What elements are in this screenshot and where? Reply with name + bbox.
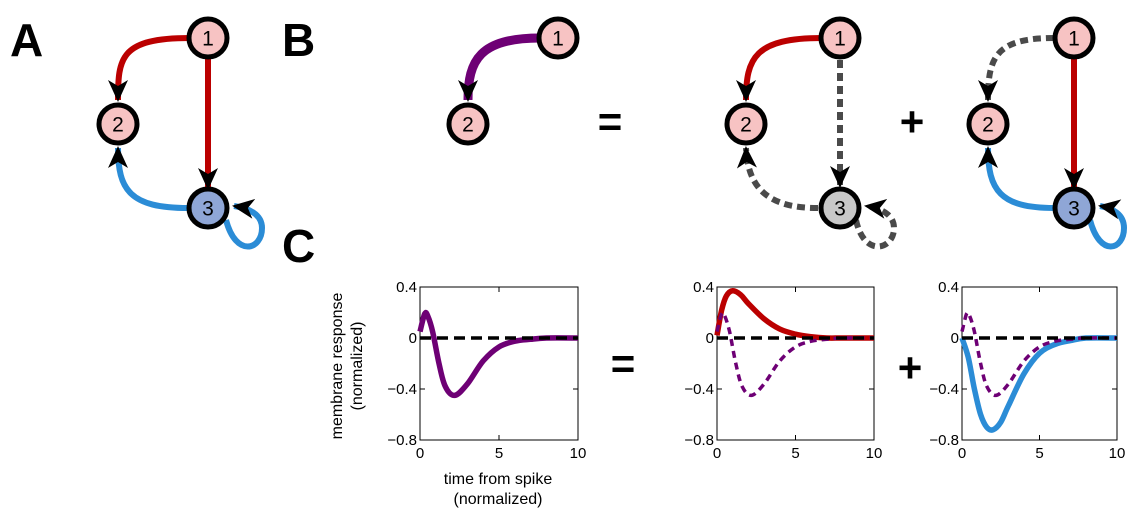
node-1-label: 1 (1068, 28, 1080, 51)
x-tick-label: 0 (713, 445, 721, 462)
edge-3-self (223, 198, 266, 250)
y-axis-title-line1: membrane response (329, 293, 346, 440)
node-1: 1 (1052, 16, 1096, 60)
y-tick-label: −0.4 (929, 381, 959, 398)
y-tick-label: −0.8 (929, 432, 959, 449)
y-tick-label: 0 (706, 330, 714, 347)
equals-sign-b: = (598, 98, 623, 145)
plus-sign-b: + (900, 98, 925, 145)
plot-frame (716, 286, 875, 441)
x-tick-label: 10 (570, 445, 587, 462)
edge-3-self-inactive (853, 198, 898, 250)
x-tick-label: 0 (416, 445, 424, 462)
response-plot-2: 0 5 10 0.4 0 −0.4 −0.8 (684, 279, 882, 462)
y-axis-title-line2: (normalized) (349, 322, 366, 411)
plot-frame (961, 286, 1118, 441)
panel-label-b: B (282, 14, 315, 66)
node-2: 2 (966, 102, 1010, 146)
node-2: 2 (96, 102, 140, 146)
y-tick-label: −0.4 (684, 381, 714, 398)
node-2-label: 2 (982, 114, 994, 137)
edge-3-to-2-inactive (736, 146, 819, 211)
node-3-label: 3 (202, 198, 214, 221)
y-tick-label: −0.8 (684, 432, 714, 449)
node-1: 1 (536, 16, 580, 60)
node-2: 2 (446, 102, 490, 146)
plot-frame (419, 286, 579, 441)
panel-label-c: C (282, 220, 315, 272)
node-1-label: 1 (552, 28, 564, 51)
node-3: 3 (1052, 186, 1096, 230)
panel-label-a: A (10, 14, 43, 66)
edge-1-to-2-inactive (978, 35, 1055, 102)
response-plot-1: 0 5 10 0.4 0 −0.4 −0.8 (387, 279, 586, 462)
y-tick-label: 0 (409, 330, 417, 347)
x-axis-title-line2: (normalized) (454, 491, 543, 508)
x-tick-label: 0 (958, 445, 966, 462)
network-b-indirect: 1 2 3 (966, 16, 1128, 250)
y-tick-label: 0.4 (396, 279, 417, 296)
y-tick-label: −0.8 (387, 432, 417, 449)
plus-sign-c: + (898, 344, 923, 391)
node-1-label: 1 (834, 28, 846, 51)
node-1: 1 (818, 16, 862, 60)
node-2: 2 (724, 102, 768, 146)
network-a: 1 2 3 (96, 16, 266, 250)
node-3-label: 3 (834, 198, 846, 221)
node-2-label: 2 (740, 114, 752, 137)
network-b-total: 1 2 (446, 16, 580, 146)
y-tick-label: 0.4 (693, 279, 714, 296)
plots: 0 5 100.40−0.4−0.80 5 100.40−0.4−0.80 5 100.40… (387, 279, 1125, 462)
node-3: 3 (186, 186, 230, 230)
node-2-label: 2 (112, 114, 124, 137)
edge-3-to-2 (978, 146, 1055, 211)
x-axis-title-line1: time from spike (444, 471, 553, 488)
node-3-inactive: 3 (818, 186, 862, 230)
node-1: 1 (186, 16, 230, 60)
y-tick-label: −0.4 (387, 381, 417, 398)
response-plot-3: 0 5 10 0.4 0 −0.4 −0.8 (929, 279, 1125, 462)
edge-1-to-2-total (458, 33, 541, 102)
x-tick-label: 5 (791, 445, 799, 462)
edge-3-to-2 (108, 146, 189, 211)
network-b-direct: 1 2 3 (724, 16, 898, 250)
y-tick-label: 0.4 (938, 279, 959, 296)
x-tick-label: 10 (1109, 445, 1126, 462)
edge-3-self (1087, 199, 1128, 250)
node-3-label: 3 (1068, 198, 1080, 221)
x-tick-label: 5 (495, 445, 503, 462)
equals-sign-c: = (611, 340, 636, 387)
x-tick-label: 10 (866, 445, 883, 462)
node-1-label: 1 (202, 28, 214, 51)
x-tick-label: 5 (1035, 445, 1043, 462)
y-tick-label: 0 (951, 330, 959, 347)
edge-1-to-2 (736, 35, 823, 102)
node-2-label: 2 (462, 114, 474, 137)
edge-1-to-2 (108, 35, 191, 102)
